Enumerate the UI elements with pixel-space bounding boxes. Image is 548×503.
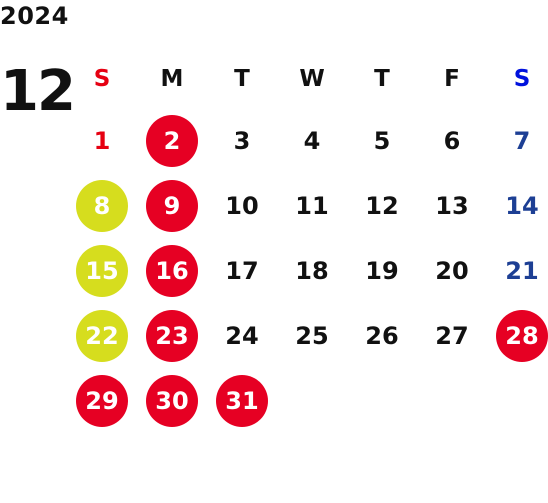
empty-day-cell	[347, 368, 417, 433]
day-cell-sunday: 22	[67, 303, 137, 368]
day-number: 27	[435, 321, 469, 350]
day-number: 1	[93, 126, 111, 155]
empty-day-cell	[277, 368, 347, 433]
day-cell-sunday: 8	[67, 173, 137, 238]
day-number: 20	[435, 256, 469, 285]
red-highlight-circle: 28	[496, 309, 548, 362]
red-highlight-circle: 31	[216, 374, 268, 427]
day-number: 14	[505, 191, 539, 220]
day-number: 15	[85, 256, 119, 285]
empty-day-cell	[417, 368, 487, 433]
day-cell-saturday: 28	[487, 303, 548, 368]
day-cell-sunday: 15	[67, 238, 137, 303]
day-cell-monday: 30	[137, 368, 207, 433]
weekday-header-monday: M	[160, 66, 184, 92]
day-number: 31	[225, 386, 259, 415]
day-cell-wednesday: 4	[277, 108, 347, 173]
weekday-header-wednesday: W	[299, 66, 325, 92]
day-cell-tuesday: 24	[207, 303, 277, 368]
day-number: 7	[513, 126, 531, 155]
day-cell-thursday: 19	[347, 238, 417, 303]
yellow-highlight-circle: 15	[76, 244, 128, 297]
day-number: 21	[505, 256, 539, 285]
day-cell-saturday: 7	[487, 108, 548, 173]
day-number: 5	[373, 126, 391, 155]
day-number: 19	[365, 256, 399, 285]
red-highlight-circle: 30	[146, 374, 198, 427]
day-number: 28	[505, 321, 539, 350]
day-cell-wednesday: 25	[277, 303, 347, 368]
day-cell-friday: 27	[417, 303, 487, 368]
day-number: 24	[225, 321, 259, 350]
day-cell-tuesday: 31	[207, 368, 277, 433]
month-number: 12	[0, 59, 76, 124]
day-cell-friday: 6	[417, 108, 487, 173]
year-label: 2024	[0, 2, 69, 30]
day-cell-tuesday: 10	[207, 173, 277, 238]
day-number: 9	[163, 191, 181, 220]
day-cell-friday: 13	[417, 173, 487, 238]
red-highlight-circle: 23	[146, 309, 198, 362]
day-number: 4	[303, 126, 321, 155]
red-highlight-circle: 2	[146, 114, 198, 167]
day-number: 16	[155, 256, 189, 285]
day-number: 18	[295, 256, 329, 285]
day-cell-monday: 2	[137, 108, 207, 173]
day-number: 12	[365, 191, 399, 220]
day-number: 6	[443, 126, 461, 155]
day-cell-thursday: 12	[347, 173, 417, 238]
day-cell-wednesday: 11	[277, 173, 347, 238]
day-number: 11	[295, 191, 329, 220]
weekday-header-saturday: S	[513, 66, 531, 92]
day-number: 2	[163, 126, 181, 155]
day-number: 25	[295, 321, 329, 350]
day-cell-friday: 20	[417, 238, 487, 303]
weekday-header-thursday: T	[374, 66, 390, 92]
day-number: 8	[93, 191, 111, 220]
day-number: 17	[225, 256, 259, 285]
day-number: 30	[155, 386, 189, 415]
calendar-grid: S M T W T F S 1 2 3 4 5 6 7 8 9 10 11 12 13 14 15 16 17 1…	[67, 50, 548, 433]
day-cell-tuesday: 17	[207, 238, 277, 303]
red-highlight-circle: 16	[146, 244, 198, 297]
red-highlight-circle: 9	[146, 179, 198, 232]
weekday-header-tuesday: T	[234, 66, 250, 92]
day-cell-monday: 16	[137, 238, 207, 303]
day-cell-tuesday: 3	[207, 108, 277, 173]
yellow-highlight-circle: 8	[76, 179, 128, 232]
day-cell-saturday: 14	[487, 173, 548, 238]
day-cell-monday: 9	[137, 173, 207, 238]
day-number: 10	[225, 191, 259, 220]
weekday-header-sunday: S	[93, 66, 111, 92]
day-cell-thursday: 5	[347, 108, 417, 173]
day-cell-saturday: 21	[487, 238, 548, 303]
day-number: 26	[365, 321, 399, 350]
day-cell-sunday: 1	[67, 108, 137, 173]
day-cell-sunday: 29	[67, 368, 137, 433]
yellow-highlight-circle: 22	[76, 309, 128, 362]
day-cell-thursday: 26	[347, 303, 417, 368]
empty-day-cell	[487, 368, 548, 433]
weekday-header-friday: F	[444, 66, 460, 92]
day-number: 23	[155, 321, 189, 350]
day-number: 3	[233, 126, 251, 155]
day-cell-monday: 23	[137, 303, 207, 368]
red-highlight-circle: 29	[76, 374, 128, 427]
day-number: 22	[85, 321, 119, 350]
day-number: 29	[85, 386, 119, 415]
day-number: 13	[435, 191, 469, 220]
day-cell-wednesday: 18	[277, 238, 347, 303]
